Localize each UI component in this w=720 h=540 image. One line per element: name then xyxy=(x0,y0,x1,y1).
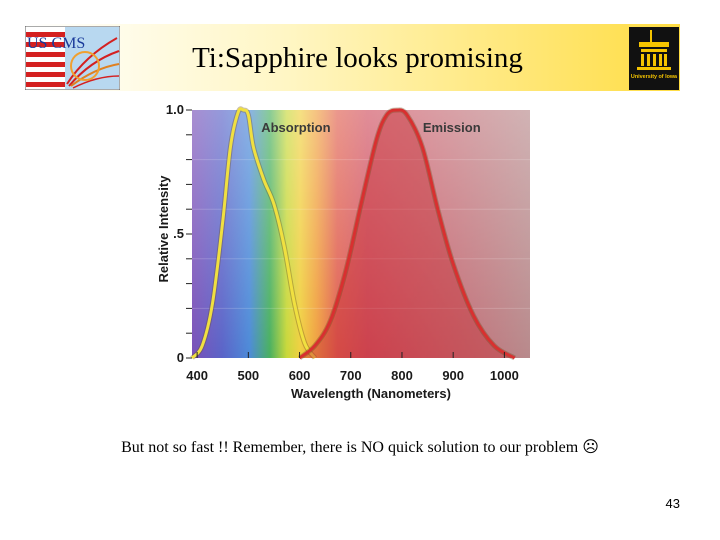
y-tick-label: .5 xyxy=(173,226,184,241)
slide-caption: But not so fast !! Remember, there is NO… xyxy=(121,439,599,456)
absorption-curve xyxy=(190,107,317,360)
page-title: Ti:Sapphire looks promising xyxy=(192,42,523,74)
emission-fill xyxy=(299,109,515,358)
x-tick-label: 500 xyxy=(237,368,259,383)
x-tick-label: 800 xyxy=(391,368,413,383)
x-tick-label: 1000 xyxy=(490,368,519,383)
x-axis-label: Wavelength (Nanometers) xyxy=(291,386,451,401)
spectrum-chart: Absorption Emission 0 .5 1.0 400 500 600 700 800… xyxy=(156,102,530,401)
y-tick-label: 0 xyxy=(177,350,184,365)
logo-left-text: US CMS xyxy=(27,35,85,52)
logo-right-text: University of Iowa xyxy=(631,74,678,80)
emission-curve xyxy=(298,108,516,360)
emission-label: Emission xyxy=(423,120,481,135)
x-tick-label: 600 xyxy=(289,368,311,383)
us-cms-logo: US CMS xyxy=(25,26,120,90)
title-bar: US CMS Ti:Sapphire looks promising Unive… xyxy=(25,24,680,91)
university-of-iowa-logo: University of Iowa xyxy=(629,27,679,90)
x-tick-label: 400 xyxy=(186,368,208,383)
y-tick-label: 1.0 xyxy=(166,102,184,117)
page-number: 43 xyxy=(665,496,680,511)
y-axis-label: Relative Intensity xyxy=(156,175,171,283)
x-tick-label: 900 xyxy=(442,368,464,383)
x-tick-label: 700 xyxy=(340,368,362,383)
absorption-label: Absorption xyxy=(261,120,330,135)
